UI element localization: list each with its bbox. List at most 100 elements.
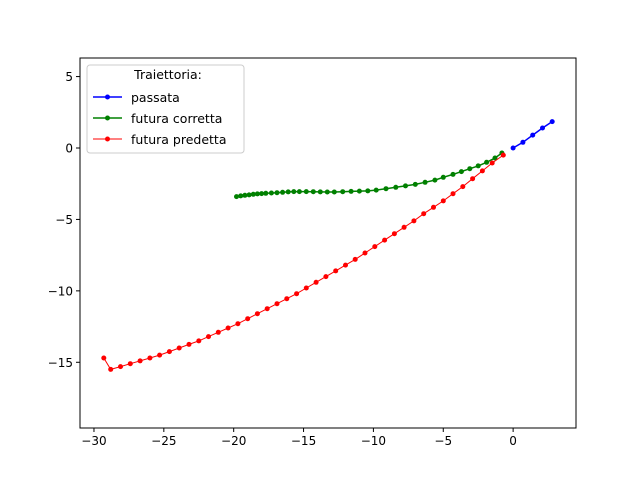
data-point-futura-corretta: [412, 181, 418, 187]
legend-title: Traiettoria:: [133, 67, 202, 82]
data-point-futura-corretta: [285, 189, 291, 195]
data-point-futura-predetta: [333, 268, 339, 274]
data-point-futura-corretta: [422, 179, 428, 185]
plot-frame: [79, 57, 577, 429]
legend-label-futura-predetta: futura predetta: [131, 132, 227, 147]
data-point-futura-corretta: [348, 188, 354, 194]
data-point-futura-corretta: [492, 155, 498, 161]
data-point-futura-predetta: [245, 316, 251, 322]
data-point-futura-predetta: [489, 160, 495, 166]
y-tick-label: 0: [65, 142, 73, 156]
data-point-futura-corretta: [254, 191, 260, 197]
data-point-passata: [540, 125, 545, 131]
x-tick-label: −30: [81, 434, 106, 448]
data-point-futura-corretta: [274, 190, 280, 196]
data-point-futura-predetta: [362, 250, 368, 256]
data-point-futura-predetta: [118, 364, 123, 370]
data-point-futura-predetta: [431, 204, 436, 210]
data-point-futura-corretta: [356, 188, 362, 194]
data-point-futura-predetta: [401, 224, 407, 230]
data-point-futura-predetta: [254, 311, 260, 317]
data-point-futura-predetta: [108, 366, 114, 372]
legend-entry-futura-corretta: futura corretta: [93, 111, 222, 126]
data-point-futura-predetta: [274, 301, 280, 307]
axis-layer: −30 −25 −20 −15 −10 −5 0 5 0 −5 −10 −15: [48, 70, 517, 448]
data-point-futura-predetta: [382, 237, 388, 243]
data-point-futura-predetta: [294, 291, 300, 297]
data-point-futura-predetta: [450, 191, 456, 197]
data-point-futura-predetta: [147, 355, 153, 361]
data-point-futura-predetta: [264, 306, 270, 312]
legend-label-passata: passata: [131, 90, 180, 105]
legend-marker-futura-corretta: [105, 115, 110, 121]
data-point-futura-corretta: [440, 174, 446, 180]
data-point-futura-predetta: [391, 231, 397, 237]
legend-marker-futura-predetta: [105, 136, 110, 142]
data-point-futura-predetta: [225, 325, 231, 331]
data-point-passata: [520, 139, 526, 145]
y-tick-label: 5: [65, 70, 73, 84]
data-point-futura-corretta: [393, 184, 399, 190]
data-point-futura-corretta: [365, 188, 371, 194]
data-point-futura-corretta: [383, 186, 389, 192]
data-point-futura-predetta: [137, 358, 143, 364]
y-tick-label: −15: [48, 356, 73, 370]
legend-box: [86, 64, 245, 154]
data-point-passata: [549, 119, 555, 125]
x-tick-label: −15: [291, 434, 316, 448]
data-point-futura-predetta: [500, 152, 506, 158]
data-point-futura-predetta: [196, 338, 202, 344]
series-futura-corretta: [234, 150, 505, 200]
data-point-futura-predetta: [176, 345, 182, 351]
series-passata: [510, 119, 555, 151]
data-point-futura-predetta: [235, 321, 241, 327]
data-point-futura-predetta: [127, 361, 133, 367]
data-point-futura-predetta: [470, 176, 476, 182]
legend: Traiettoria: passata futura corretta fut…: [86, 64, 245, 154]
x-tick-label: −20: [221, 434, 246, 448]
data-point-futura-predetta: [372, 244, 378, 250]
data-point-futura-predetta: [166, 349, 172, 355]
data-point-futura-corretta: [331, 189, 337, 195]
data-point-futura-corretta: [238, 193, 244, 199]
data-point-futura-corretta: [291, 189, 297, 195]
data-point-passata: [530, 132, 536, 138]
data-point-futura-predetta: [313, 279, 319, 285]
data-point-futura-corretta: [317, 189, 323, 195]
data-point-futura-corretta: [303, 189, 309, 195]
data-point-futura-corretta: [467, 166, 473, 172]
y-tick-label: −10: [48, 284, 73, 298]
data-point-futura-corretta: [250, 191, 256, 197]
data-point-futura-corretta: [242, 192, 248, 198]
data-point-futura-corretta: [259, 191, 265, 197]
data-point-futura-corretta: [432, 177, 438, 183]
data-point-futura-corretta: [475, 163, 481, 169]
data-point-futura-predetta: [186, 341, 192, 347]
data-point-futura-predetta: [421, 211, 427, 217]
data-point-futura-predetta: [343, 262, 348, 268]
data-point-futura-predetta: [460, 184, 466, 190]
data-point-futura-corretta: [324, 189, 330, 195]
series-layer: [101, 119, 555, 372]
data-point-futura-predetta: [206, 334, 211, 340]
legend-marker-passata: [105, 94, 110, 100]
x-tick-label: 0: [509, 434, 517, 448]
x-tick-label: −5: [434, 434, 452, 448]
data-point-passata: [510, 145, 516, 151]
data-point-futura-predetta: [479, 168, 485, 174]
data-point-futura-corretta: [340, 189, 346, 195]
data-point-futura-predetta: [101, 355, 107, 361]
data-point-futura-predetta: [284, 296, 290, 302]
legend-entry-passata: passata: [93, 90, 180, 105]
data-point-futura-corretta: [450, 171, 456, 177]
data-point-futura-corretta: [458, 169, 464, 175]
data-point-futura-predetta: [157, 352, 163, 358]
data-point-futura-predetta: [411, 218, 417, 224]
data-point-futura-corretta: [296, 189, 302, 195]
data-point-futura-corretta: [268, 190, 274, 196]
data-point-futura-corretta: [373, 187, 379, 193]
data-point-futura-predetta: [440, 198, 446, 204]
data-point-futura-predetta: [303, 285, 309, 291]
data-point-futura-predetta: [323, 274, 329, 280]
